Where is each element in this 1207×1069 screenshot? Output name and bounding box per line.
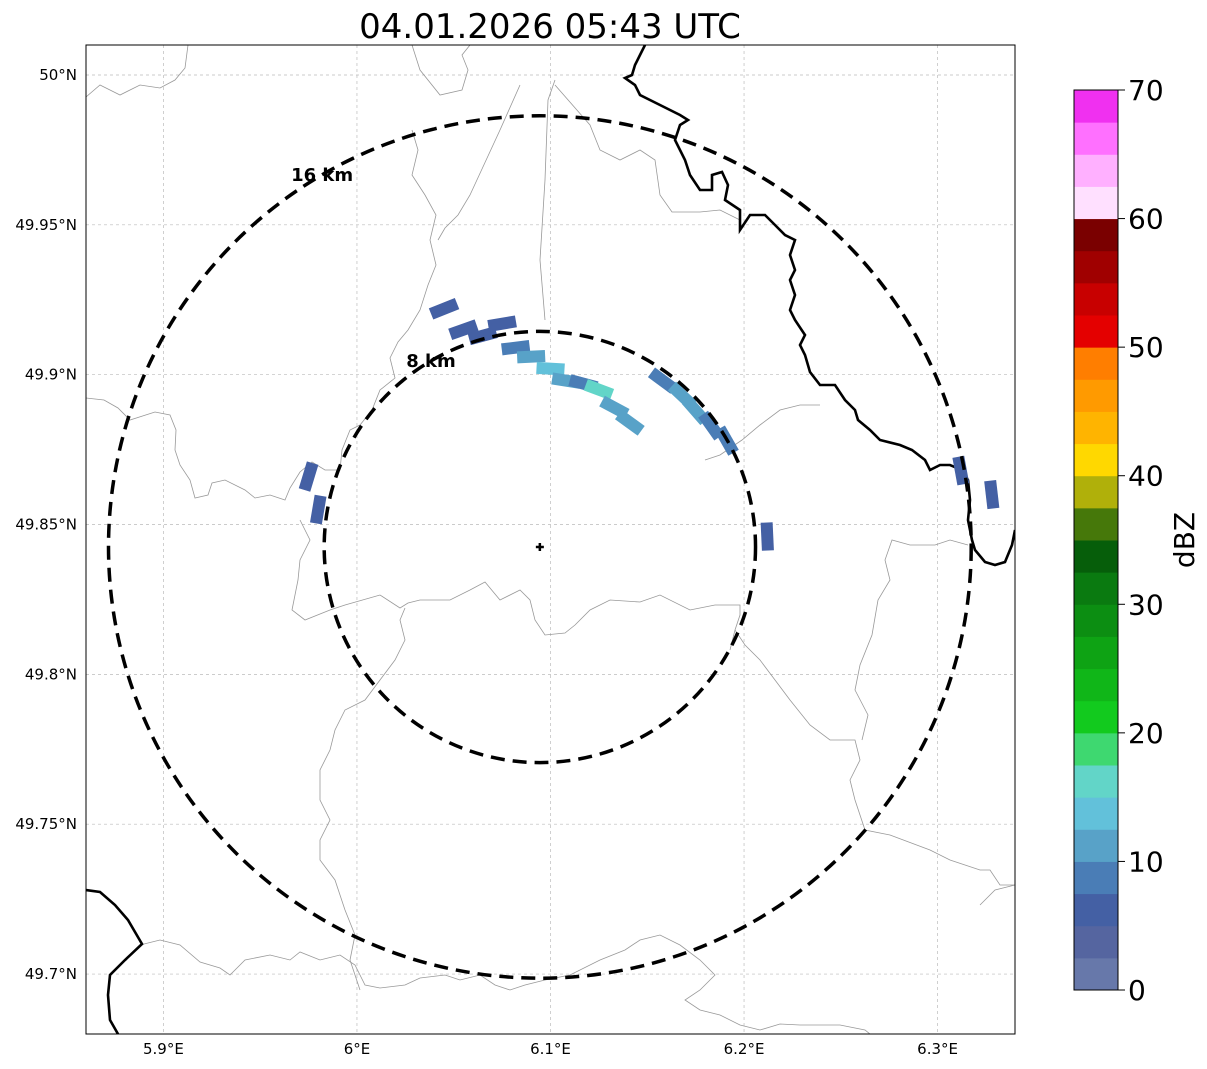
latitude-tick-labels: 50°N 49.95°N 49.9°N 49.85°N 49.8°N 49.75°N 49.…: [15, 66, 77, 983]
colorbar-tick-label: 40: [1128, 460, 1164, 493]
admin-border-line: [539, 79, 556, 321]
colorbar-segment: [1074, 347, 1118, 380]
lat-tick-label: 49.7°N: [25, 965, 77, 983]
admin-border-line: [291, 519, 741, 651]
colorbar-segment: [1074, 861, 1118, 895]
colorbar-tick-label: 60: [1128, 203, 1164, 236]
colorbar-segment: [1074, 636, 1118, 670]
colorbar-segment: [1074, 122, 1118, 155]
lat-tick-label: 49.8°N: [25, 665, 77, 683]
colorbar-segment: [1074, 829, 1118, 862]
colorbar-segment: [1074, 443, 1118, 477]
range-ring-labels: 8 km 16 km: [291, 165, 456, 372]
echo-bin: [487, 315, 517, 332]
colorbar-segments: [1074, 90, 1118, 991]
colorbar-tick-label: 50: [1128, 331, 1164, 364]
admin-border-line: [319, 607, 406, 991]
colorbar-segment: [1074, 572, 1118, 605]
colorbar-segment: [1074, 379, 1118, 412]
echo-bin: [614, 409, 645, 436]
echo-bin: [298, 461, 319, 492]
colorbar-segment: [1074, 475, 1118, 509]
colorbar-segment: [1074, 765, 1118, 798]
lat-tick-label: 49.95°N: [15, 216, 77, 234]
colorbar: 0 10 20 30 40 50 60 70 dBZ: [1073, 74, 1201, 1007]
colorbar-segment: [1074, 186, 1118, 220]
admin-border-line: [86, 45, 189, 98]
colorbar-segment: [1074, 540, 1118, 573]
admin-borders: [86, 45, 1015, 1034]
colorbar-segment: [1074, 218, 1118, 252]
echo-bin: [516, 350, 546, 364]
echo-bin: [952, 455, 970, 486]
colorbar-frame: [1073, 89, 1119, 991]
colorbar-tick-label: 70: [1128, 74, 1164, 107]
lon-tick-label: 6.1°E: [530, 1040, 571, 1058]
admin-border-line: [854, 539, 969, 741]
admin-border-line: [437, 84, 521, 241]
colorbar-segment: [1074, 154, 1118, 187]
echo-bin: [760, 522, 774, 551]
colorbar-segment: [1074, 604, 1118, 637]
colorbar-tick-label: 0: [1128, 974, 1146, 1007]
echo-bin: [536, 361, 565, 376]
colorbar-segment: [1074, 700, 1118, 734]
colorbar-label: dBZ: [1168, 512, 1201, 568]
range-ring: [106, 114, 973, 980]
colorbar-segment: [1074, 797, 1118, 830]
colorbar-tick-label: 20: [1128, 717, 1164, 750]
lat-tick-label: 49.75°N: [15, 815, 77, 833]
colorbar-segment: [1074, 732, 1118, 766]
lat-tick-label: 49.9°N: [25, 366, 77, 384]
lon-tick-label: 6°E: [344, 1040, 371, 1058]
admin-border-line: [554, 84, 741, 221]
colorbar-tick-label: 30: [1128, 588, 1164, 621]
admin-border-line: [979, 884, 1015, 906]
echo-bin: [428, 297, 460, 320]
chart-title: 04.01.2026 05:43 UTC: [359, 7, 741, 47]
colorbar-tick-label: 10: [1128, 845, 1164, 878]
admin-border-line: [139, 934, 871, 1034]
echo-bin: [984, 479, 1000, 510]
lat-tick-label: 49.85°N: [15, 516, 77, 534]
lat-tick-label: 50°N: [39, 66, 77, 84]
colorbar-segment: [1074, 893, 1118, 927]
echo-bin: [310, 494, 327, 525]
country-border-line: [86, 888, 144, 1034]
colorbar-ticks: 0 10 20 30 40 50 60 70: [1118, 74, 1164, 1007]
lon-tick-label: 6.2°E: [724, 1040, 765, 1058]
echo-bin: [583, 379, 615, 401]
colorbar-segment: [1074, 315, 1118, 348]
radar-site-marker: [535, 542, 544, 551]
echo-bin: [448, 319, 479, 341]
colorbar-segment: [1074, 411, 1118, 445]
colorbar-segment: [1074, 282, 1118, 316]
admin-border-line: [704, 404, 820, 461]
map-area: [85, 44, 1016, 1035]
admin-border-line: [86, 129, 437, 501]
colorbar-segment: [1074, 957, 1118, 991]
map-frame: [85, 44, 1016, 1035]
range-ring-label: 8 km: [406, 351, 456, 372]
admin-border-line: [734, 629, 1015, 886]
colorbar-segment: [1074, 925, 1118, 959]
colorbar-segment: [1074, 90, 1118, 123]
colorbar-segment: [1074, 250, 1118, 284]
lon-tick-label: 6.3°E: [917, 1040, 958, 1058]
lon-tick-label: 5.9°E: [143, 1040, 184, 1058]
range-ring: [322, 329, 758, 765]
range-ring-label: 16 km: [291, 165, 353, 186]
echo-bin: [647, 367, 678, 394]
colorbar-segment: [1074, 507, 1118, 541]
admin-border-line: [411, 45, 471, 96]
range-rings: [106, 114, 973, 980]
gridlines: [86, 45, 1015, 1034]
longitude-tick-labels: 5.9°E 6°E 6.1°E 6.2°E 6.3°E: [143, 1040, 958, 1058]
colorbar-segment: [1074, 668, 1118, 702]
